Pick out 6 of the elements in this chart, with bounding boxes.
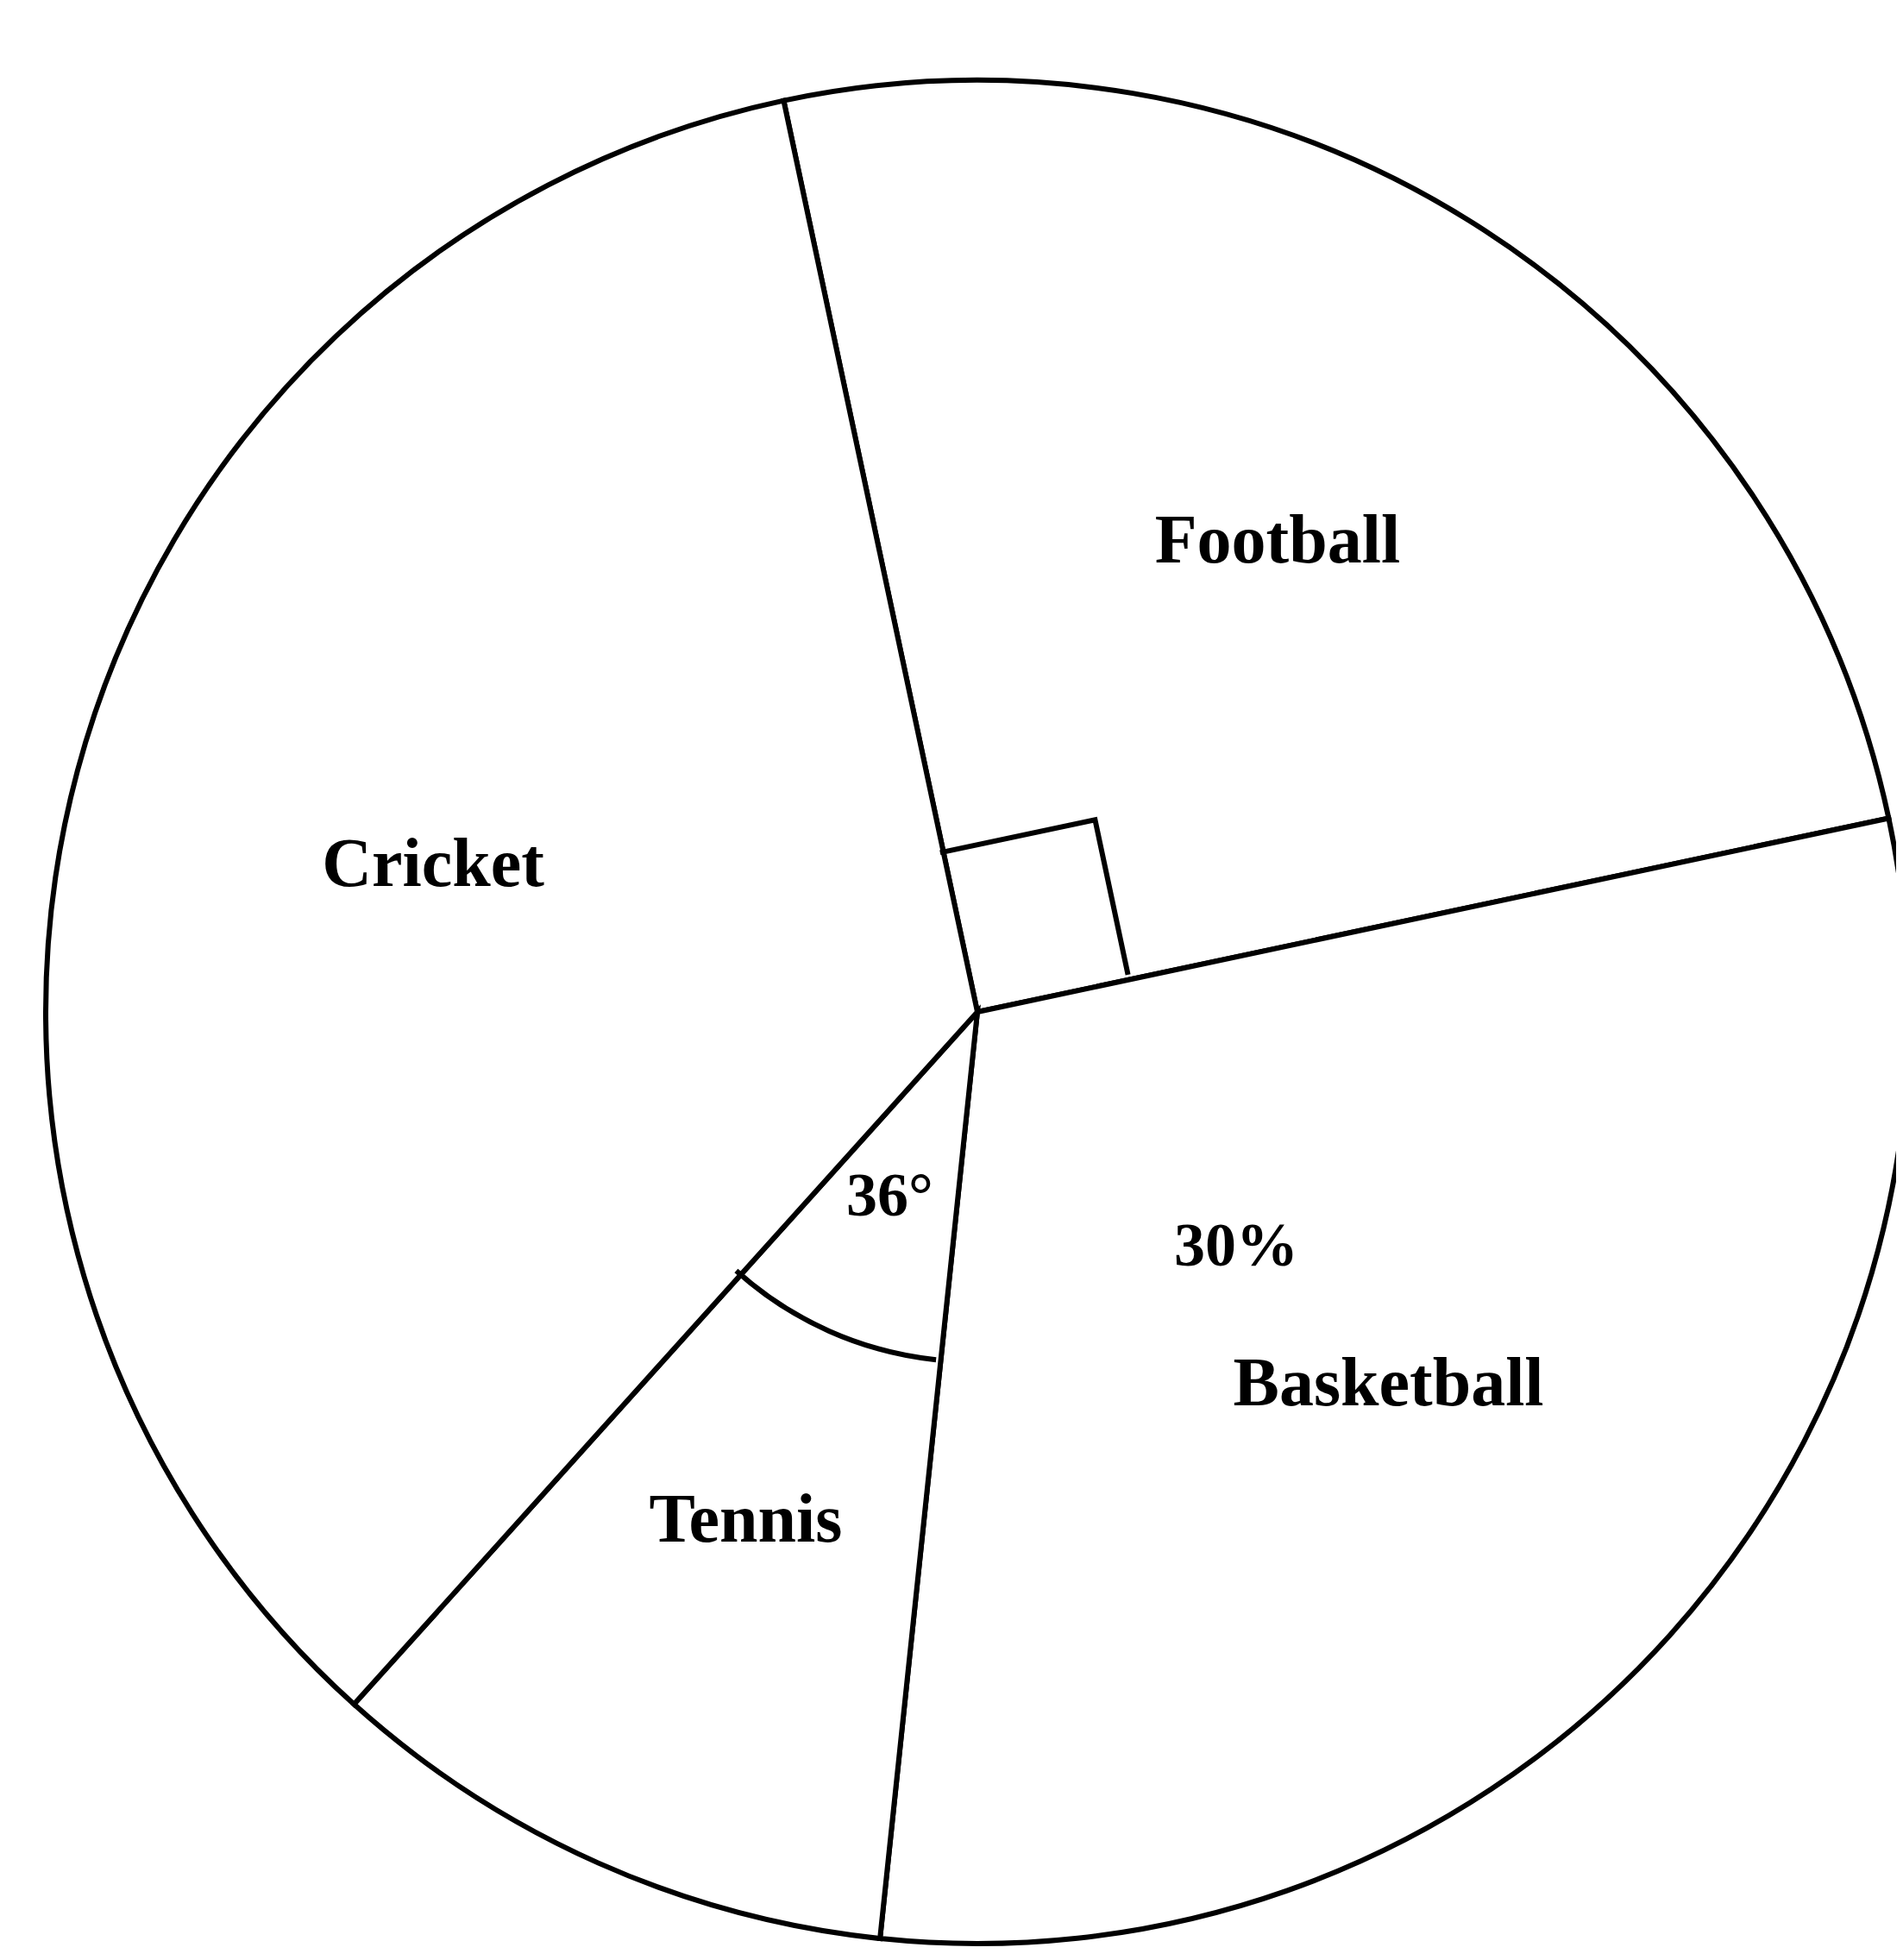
slice-label: Cricket bbox=[322, 825, 545, 901]
slice-label: Basketball bbox=[1233, 1343, 1544, 1420]
slice-label: Football bbox=[1154, 500, 1401, 577]
data-label: 30% bbox=[1173, 1209, 1298, 1279]
slice-label: Tennis bbox=[649, 1479, 843, 1556]
text: 36° bbox=[845, 1160, 933, 1230]
